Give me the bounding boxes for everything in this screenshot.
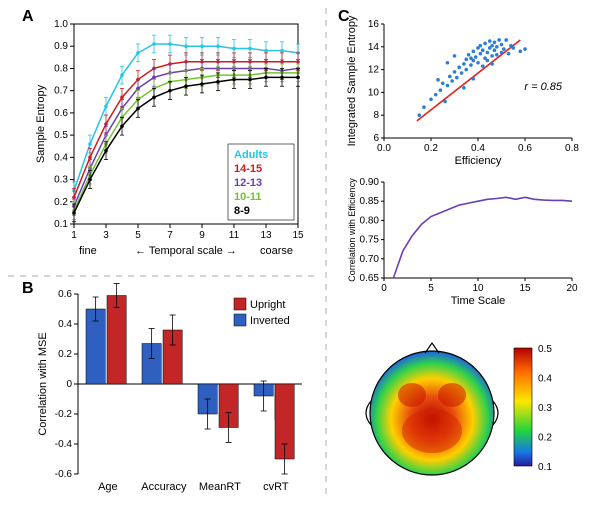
panel-separators (0, 0, 600, 508)
